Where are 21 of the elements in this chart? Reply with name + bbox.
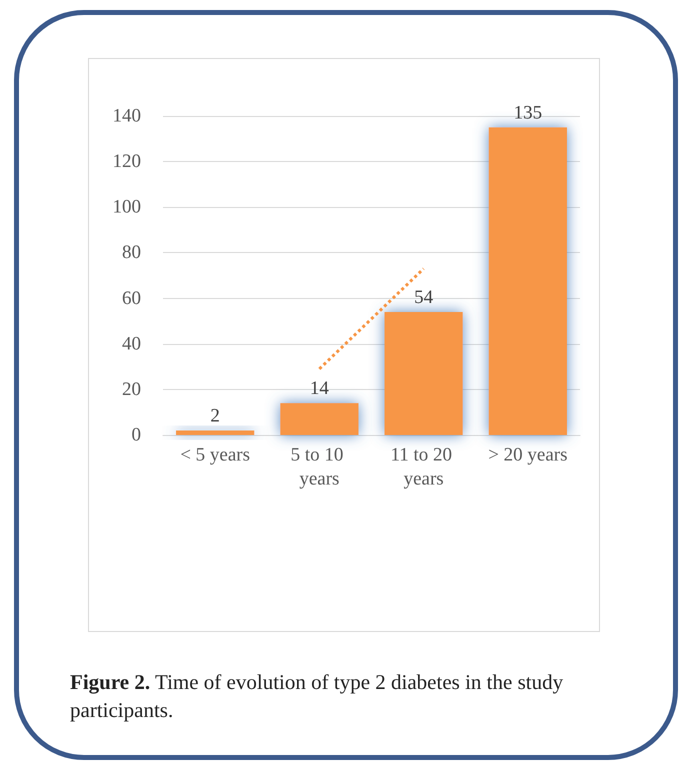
- bar: [384, 312, 463, 435]
- y-tick-label: 0: [132, 424, 141, 446]
- y-tick-label: 100: [112, 196, 141, 218]
- bar: [176, 430, 254, 435]
- x-tick-label: < 5 years: [180, 444, 250, 466]
- y-tick-label: 140: [112, 106, 141, 126]
- bar: [280, 403, 358, 435]
- y-tick-label: 120: [112, 151, 141, 172]
- y-tick-label: 20: [122, 378, 141, 400]
- x-tick-label: > 20 years: [488, 444, 568, 466]
- bar: [488, 127, 567, 435]
- data-label: 135: [514, 102, 542, 124]
- caption: Figure 2. Time of evolution of type 2 diabetes in the study participants.: [70, 670, 564, 722]
- data-label: 14: [310, 378, 330, 400]
- x-tick-label: 5 to 10 years: [290, 444, 348, 490]
- y-tick-label: 40: [122, 333, 141, 354]
- data-label: 2: [210, 405, 220, 426]
- y-tick-label: 60: [122, 288, 141, 309]
- y-tick-label: 80: [122, 242, 141, 264]
- data-label: 54: [414, 286, 434, 308]
- x-tick-label: 11 to 20 years: [390, 444, 457, 490]
